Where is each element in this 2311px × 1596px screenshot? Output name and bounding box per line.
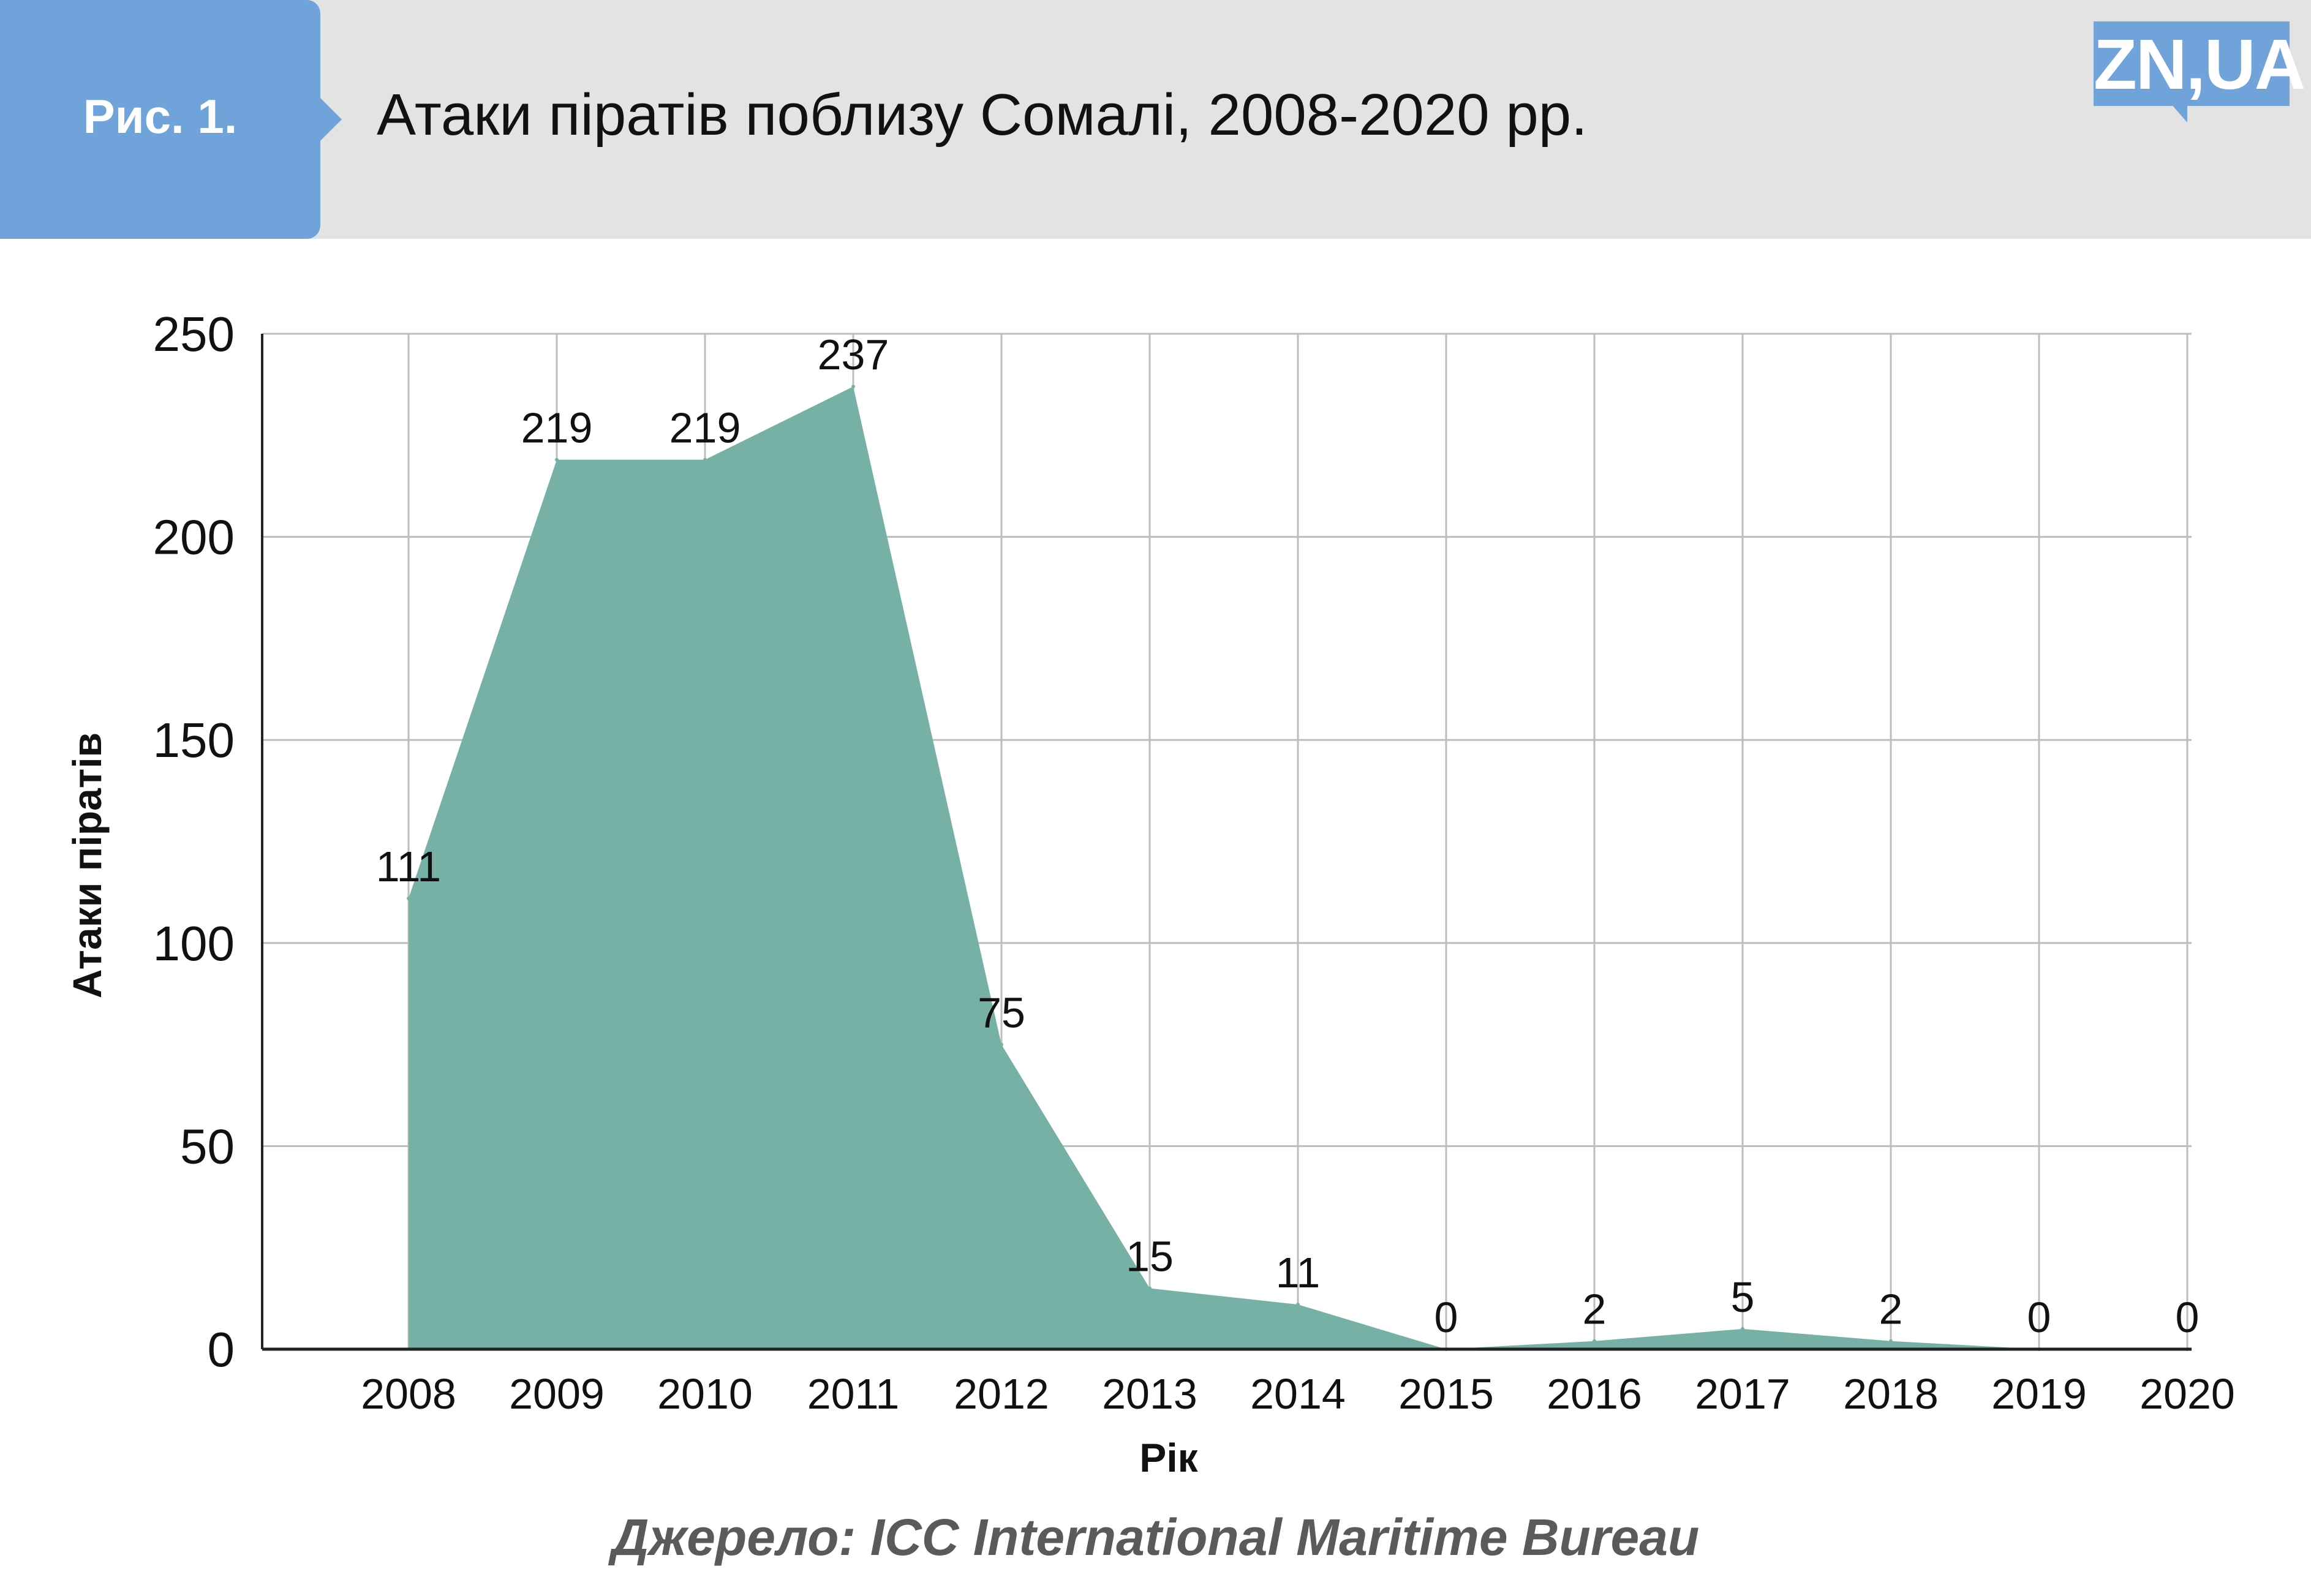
x-tick-label: 2011 (807, 1370, 900, 1418)
data-point (851, 385, 855, 389)
y-tick-label: 0 (208, 1322, 235, 1377)
y-axis-title-text: Атаки піратів (64, 732, 110, 999)
figure-label: Рис. 1. (83, 89, 238, 143)
data-point (703, 457, 707, 462)
x-tick-label: 2014 (1250, 1370, 1346, 1418)
data-label: 219 (669, 404, 741, 452)
data-point (1148, 1286, 1152, 1290)
data-label: 5 (1731, 1273, 1755, 1321)
figure-badge-arrow (317, 95, 342, 144)
data-point (407, 896, 410, 900)
data-point (555, 457, 559, 462)
data-point (1593, 1339, 1596, 1343)
data-point (1889, 1339, 1893, 1343)
figure-badge (0, 0, 320, 239)
data-label: 2 (1583, 1285, 1607, 1333)
x-tick-label: 2009 (509, 1370, 605, 1418)
data-label: 0 (2176, 1293, 2200, 1341)
data-label: 0 (1434, 1293, 1458, 1341)
data-point (1000, 1042, 1003, 1047)
source-note: Джерело: ICC International Maritime Bure… (611, 1508, 1700, 1566)
x-tick-label: 2013 (1102, 1370, 1197, 1418)
data-label: 11 (1276, 1249, 1321, 1297)
x-tick-label: 2020 (2139, 1370, 2235, 1418)
logo-text: ZN,UA (2094, 24, 2305, 104)
y-tick-label: 150 (153, 713, 235, 767)
data-label: 219 (521, 404, 593, 452)
data-point (1296, 1303, 1300, 1307)
logo (2094, 21, 2290, 106)
logo-tail (2170, 103, 2187, 122)
data-label: 2 (1879, 1285, 1903, 1333)
x-tick-label: 2008 (361, 1370, 456, 1418)
data-label: 111 (376, 843, 441, 890)
data-label: 15 (1126, 1233, 1174, 1281)
header-bar (0, 0, 2311, 239)
x-tick-label: 2016 (1547, 1370, 1642, 1418)
data-label: 237 (818, 331, 889, 378)
x-tick-label: 2010 (657, 1370, 753, 1418)
data-point (1741, 1327, 1744, 1331)
x-tick-label: 2015 (1398, 1370, 1494, 1418)
series-area (409, 386, 2187, 1349)
x-tick-label: 2012 (954, 1370, 1049, 1418)
chart-title: Атаки піратів поблизу Сомалі, 2008-2020 … (377, 82, 1588, 148)
x-tick-label: 2017 (1695, 1370, 1790, 1418)
y-tick-label: 250 (153, 307, 235, 361)
x-tick-label: 2018 (1843, 1370, 1939, 1418)
y-tick-label: 50 (180, 1119, 235, 1173)
data-label: 0 (2027, 1293, 2051, 1341)
y-tick-label: 100 (153, 916, 235, 971)
x-axis-title: Рік (1139, 1435, 1198, 1480)
data-label: 75 (978, 989, 1025, 1037)
y-tick-label: 200 (153, 510, 235, 565)
x-tick-label: 2019 (1991, 1370, 2087, 1418)
